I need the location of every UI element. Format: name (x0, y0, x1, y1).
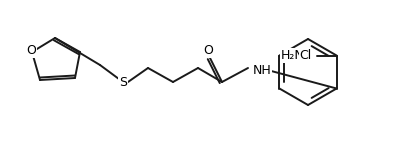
Text: H₂N: H₂N (281, 49, 305, 62)
Text: O: O (26, 45, 36, 58)
Text: O: O (203, 45, 213, 58)
Text: Cl: Cl (299, 49, 312, 62)
Text: S: S (119, 76, 127, 88)
Text: NH: NH (253, 64, 272, 77)
